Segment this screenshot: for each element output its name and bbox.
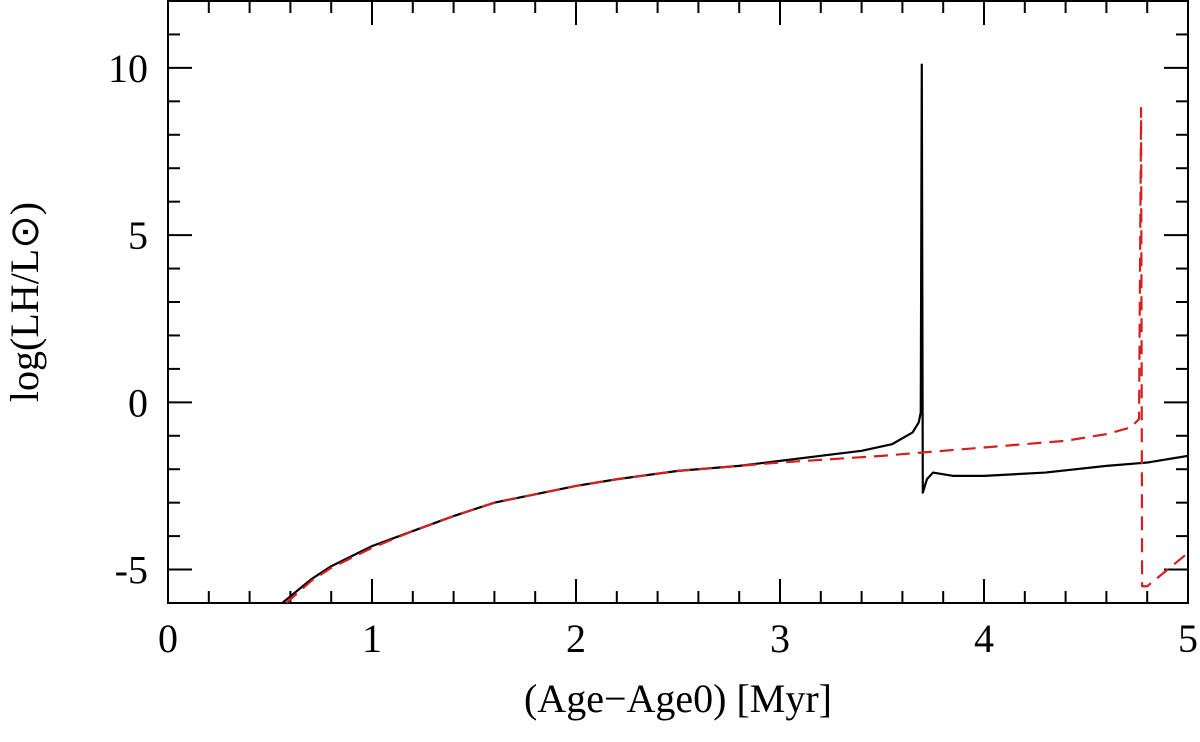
- y-tick-label: 5: [128, 213, 148, 258]
- x-tick-label: 5: [1178, 616, 1198, 661]
- x-tick-label: 1: [362, 616, 382, 661]
- plot-frame: [167, 0, 1189, 604]
- x-tick-label: 2: [566, 616, 586, 661]
- x-tick-label: 3: [770, 616, 790, 661]
- y-tick-label: 0: [128, 380, 148, 425]
- x-tick-label: 4: [974, 616, 994, 661]
- y-tick-label: 10: [108, 46, 148, 91]
- x-axis-label: (Age−Age0) [Myr]: [524, 676, 832, 721]
- plot-area: [281, 63, 1188, 603]
- x-tick-label: 0: [158, 616, 178, 661]
- y-axis-label: log(LH/L⊙): [2, 202, 47, 402]
- y-tick-label: -5: [115, 548, 148, 593]
- data-line: [281, 63, 1188, 603]
- data-line: [285, 106, 1188, 603]
